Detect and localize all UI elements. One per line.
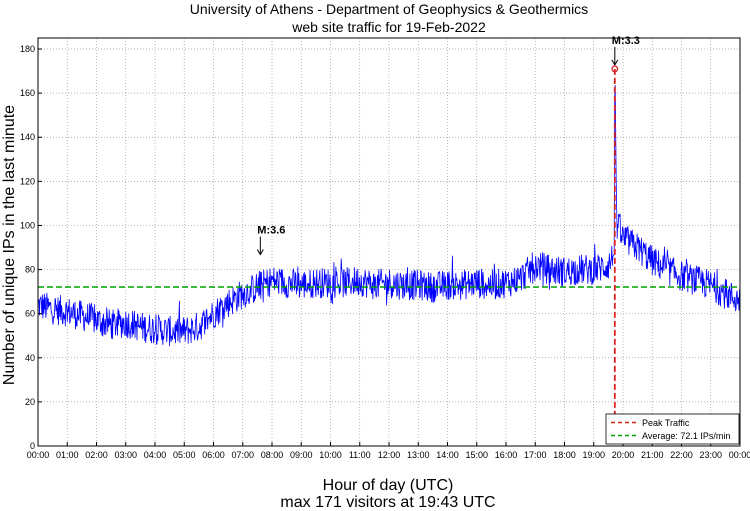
traffic-series-line	[37, 84, 741, 347]
x-tick-label: 22:00	[670, 450, 693, 460]
x-tick-label: 20:00	[612, 450, 635, 460]
legend-peak-label: Peak Traffic	[642, 418, 690, 428]
y-tick-label: 40	[25, 353, 35, 363]
series-layer	[37, 84, 741, 347]
x-tick-label: 11:00	[349, 450, 371, 460]
x-tick-label: 07:00	[231, 450, 254, 460]
x-tick-label: 03:00	[114, 450, 137, 460]
x-tick-label: 21:00	[641, 450, 664, 460]
x-tick-label: 00:00	[729, 450, 750, 460]
x-tick-label: 13:00	[407, 450, 430, 460]
x-tick-label: 18:00	[553, 450, 576, 460]
x-axis-label: Hour of day (UTC)	[323, 477, 454, 494]
x-tick-label: 06:00	[202, 450, 225, 460]
overlay-layer: M:3.6 M:3.3	[38, 35, 740, 446]
legend-box	[605, 413, 740, 445]
x-tick-label: 23:00	[699, 450, 722, 460]
y-tick-label: 180	[20, 44, 35, 54]
x-tick-label: 05:00	[173, 450, 196, 460]
x-tick-label: 12:00	[378, 450, 401, 460]
y-tick-label: 100	[20, 220, 35, 230]
y-tick-label: 140	[20, 132, 35, 142]
legend-average-label: Average: 72.1 IPs/min	[642, 431, 730, 441]
x-tick-label: 09:00	[290, 450, 313, 460]
x-tick-label: 00:00	[27, 450, 50, 460]
y-tick-label: 0	[30, 441, 35, 451]
y-tick-label: 20	[25, 397, 35, 407]
annotation-label: M:3.6	[257, 225, 285, 237]
legend: Peak Traffic Average: 72.1 IPs/min	[605, 413, 740, 445]
x-tick-label: 19:00	[582, 450, 605, 460]
x-tick-label: 01:00	[56, 450, 79, 460]
chart-subtitle: web site traffic for 19-Feb-2022	[291, 19, 486, 35]
x-tick-label: 10:00	[319, 450, 342, 460]
x-tick-label: 17:00	[524, 450, 547, 460]
x-tick-label: 08:00	[261, 450, 284, 460]
x-tick-label: 16:00	[495, 450, 518, 460]
y-axis-label: Number of unique IPs in the last minute	[1, 105, 18, 385]
x-tick-label: 14:00	[436, 450, 459, 460]
y-tick-label: 60	[25, 309, 35, 319]
chart-title: University of Athens - Department of Geo…	[190, 1, 588, 17]
y-tick-label: 120	[20, 176, 35, 186]
y-tick-label: 160	[20, 88, 35, 98]
x-tick-label: 04:00	[144, 450, 167, 460]
annotation-arrowhead	[256, 249, 264, 256]
x-tick-label: 15:00	[465, 450, 488, 460]
annotation-label: M:3.3	[612, 35, 640, 47]
ticks: 00:00 01:00 02:00 03:00 04:00 05:00 06:00 07:00…	[20, 44, 750, 460]
y-tick-label: 80	[25, 265, 35, 275]
x-tick-label: 02:00	[85, 450, 108, 460]
peak-marker	[611, 65, 619, 73]
annotation-arrowhead	[611, 59, 619, 66]
grid	[38, 38, 740, 446]
x-axis-sublabel: max 171 visitors at 19:43 UTC	[280, 494, 495, 511]
